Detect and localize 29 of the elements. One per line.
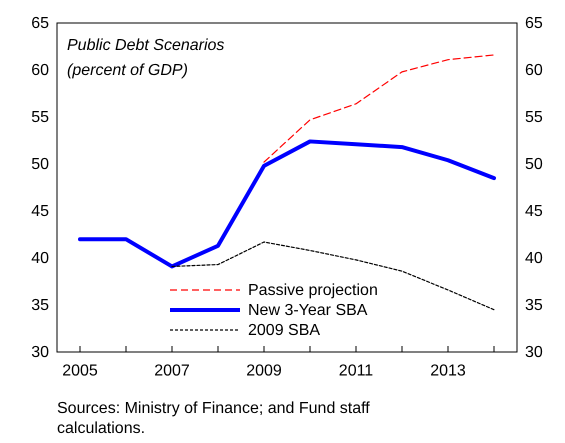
y-tick-label: 50 (31, 156, 50, 174)
y-tick-label: 65 (31, 15, 50, 32)
text: (percent of GDP) (67, 62, 188, 79)
y2-tick-label: 45 (525, 203, 543, 220)
y2-tick-label: 65 (525, 15, 543, 32)
y-tick-label: 30 (31, 344, 50, 362)
y2-tick-label: 30 (525, 344, 543, 362)
legend-label: Passive projection (248, 282, 378, 299)
y2-tick-label: 60 (525, 62, 543, 80)
x-tick-label: 2013 (430, 362, 466, 380)
source-note: Sources: Ministry of Finance; and Fund staff calculations. (57, 400, 370, 437)
y-tick-label: 40 (31, 250, 50, 268)
line-series (78, 139, 496, 268)
y-tick-label: 60 (31, 62, 50, 80)
y2-tick-label: 40 (525, 250, 543, 268)
x-tick-label: 2005 (62, 362, 98, 380)
x-tick-label: 2007 (154, 362, 190, 380)
x-tick-label: 2011 (338, 362, 374, 380)
y2-tick-label: 35 (525, 297, 543, 314)
legend-label: New 3-Year SBA (248, 302, 368, 319)
x-tick-label: 2009 (246, 362, 282, 380)
legend-label: 2009 SBA (248, 322, 320, 339)
y-tick-label: 55 (31, 109, 50, 126)
line-series (263, 54, 495, 163)
y2-tick-label: 50 (525, 156, 543, 174)
y-tick-label: 35 (31, 297, 50, 314)
text: Public Debt Scenarios (67, 37, 224, 54)
y-tick-label: 45 (31, 203, 50, 220)
y2-tick-label: 55 (525, 109, 543, 126)
